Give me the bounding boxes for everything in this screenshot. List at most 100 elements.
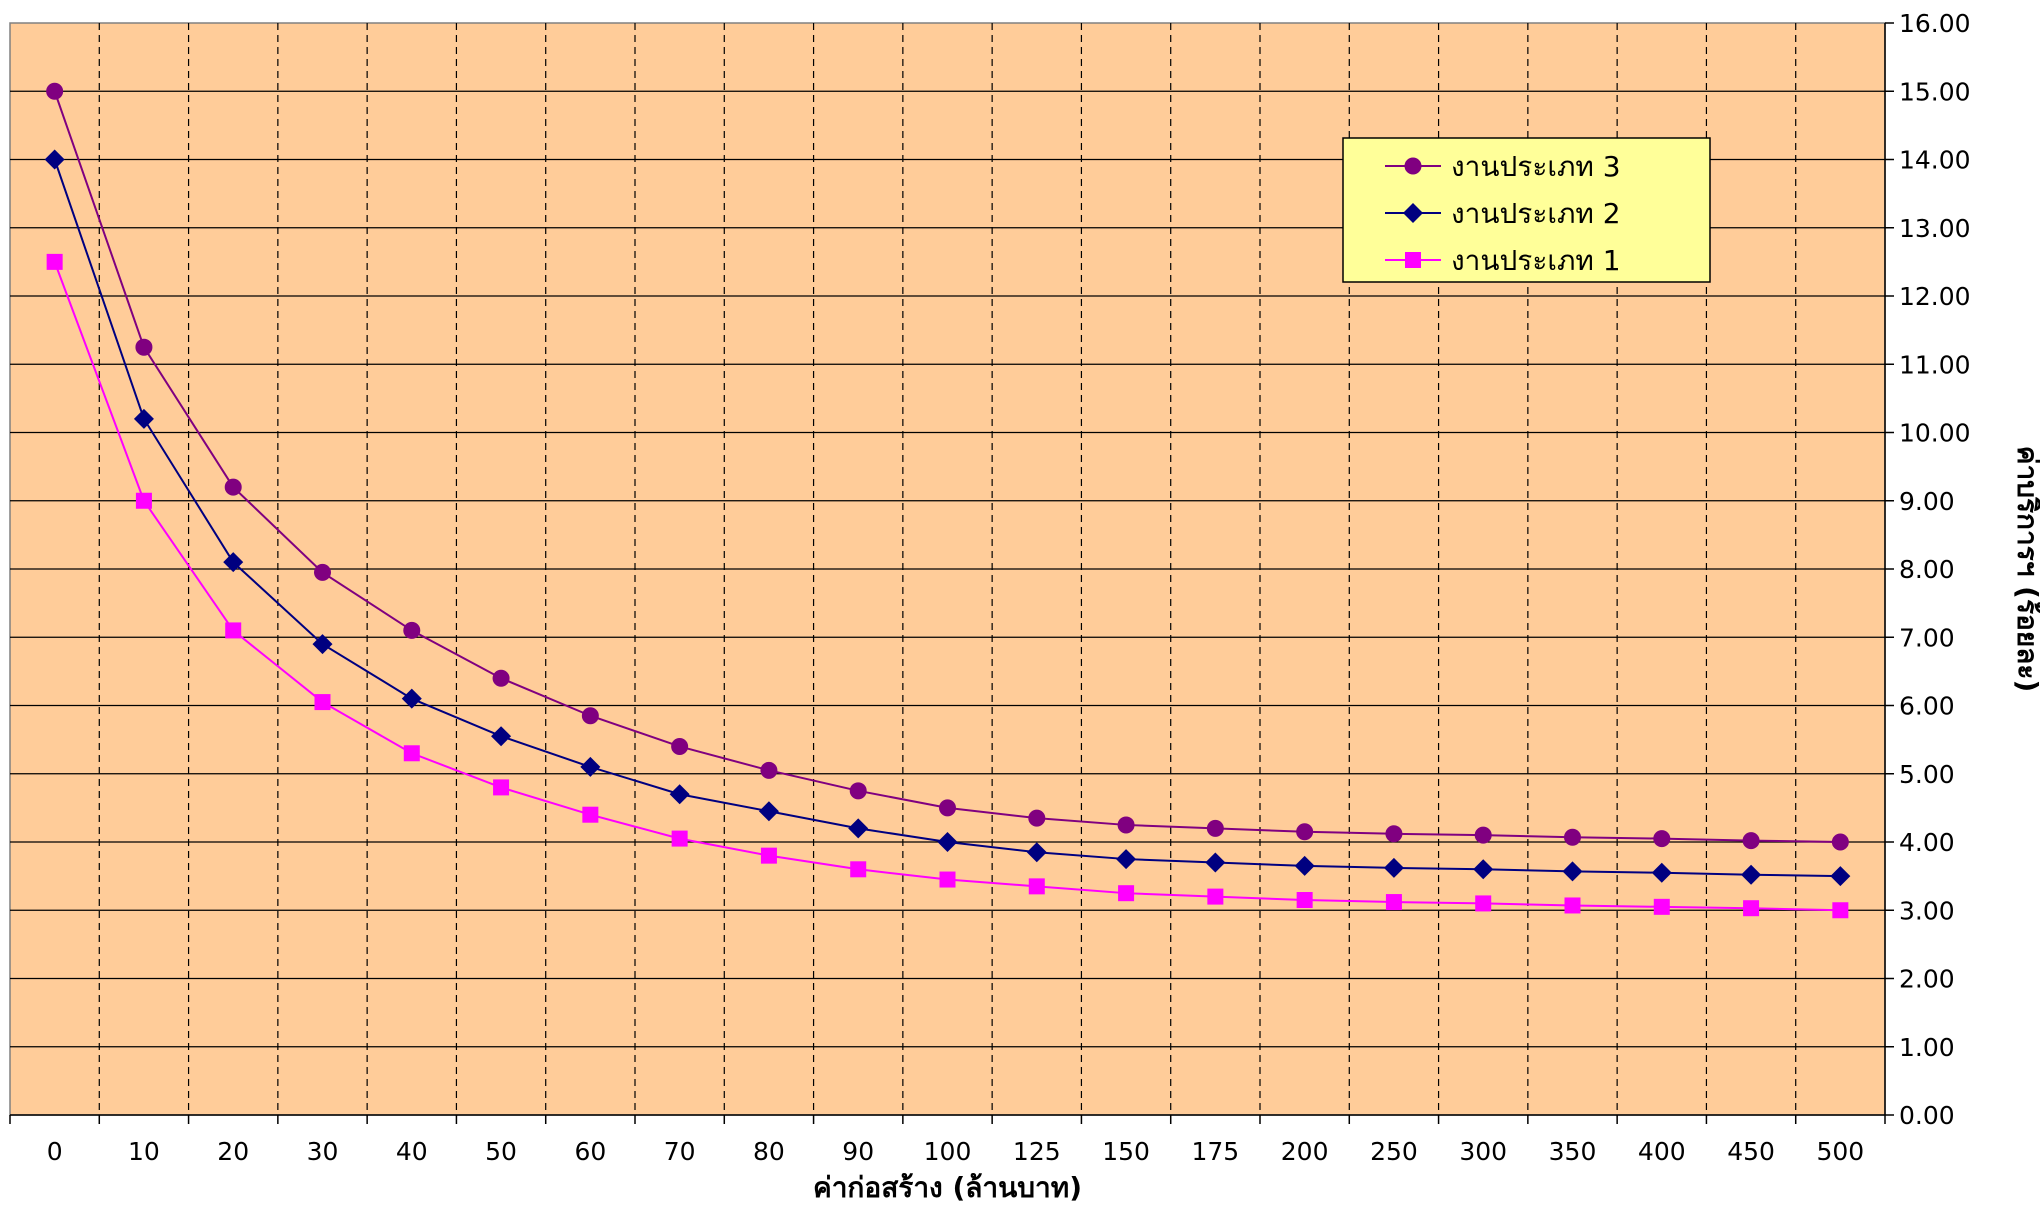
data-point xyxy=(760,847,777,864)
data-point xyxy=(1830,866,1851,887)
data-point xyxy=(1385,825,1403,843)
legend-label: งานประเภท 1 xyxy=(1451,244,1621,277)
data-point xyxy=(1742,832,1760,850)
legend-label: งานประเภท 3 xyxy=(1451,150,1621,183)
y-tick-label: 11.00 xyxy=(1899,350,1971,379)
data-point xyxy=(671,830,688,847)
data-point xyxy=(1116,849,1137,870)
data-point xyxy=(1564,897,1581,914)
x-tick-label: 0 xyxy=(47,1137,63,1166)
data-point xyxy=(849,782,867,800)
data-point xyxy=(46,82,64,100)
x-tick-label: 200 xyxy=(1281,1137,1329,1166)
data-point xyxy=(1564,828,1581,846)
legend-item: งานประเภท 1 xyxy=(1385,244,1621,277)
data-point xyxy=(1205,852,1226,873)
data-point xyxy=(580,756,601,777)
data-point xyxy=(1296,823,1314,841)
x-tick-label: 40 xyxy=(396,1137,428,1166)
data-point xyxy=(939,871,956,888)
data-point xyxy=(1473,859,1494,880)
x-tick-label: 350 xyxy=(1549,1137,1597,1166)
y-tick-label: 13.00 xyxy=(1899,214,1971,243)
data-point xyxy=(492,669,510,687)
data-point xyxy=(1206,819,1224,837)
x-tick-label: 10 xyxy=(128,1137,160,1166)
data-point xyxy=(760,761,778,779)
data-point xyxy=(1562,861,1583,882)
data-point xyxy=(669,784,690,805)
data-point xyxy=(1832,902,1849,919)
data-point xyxy=(1026,842,1047,863)
data-point xyxy=(135,492,152,509)
data-point xyxy=(493,779,510,796)
y-tick-label: 1.00 xyxy=(1899,1033,1955,1062)
data-point xyxy=(224,478,242,496)
data-point xyxy=(401,688,422,709)
y-tick-label: 6.00 xyxy=(1899,692,1955,721)
data-point xyxy=(1743,900,1760,917)
y-tick-label: 7.00 xyxy=(1899,623,1955,652)
x-tick-label: 20 xyxy=(217,1137,249,1166)
x-tick-label: 500 xyxy=(1816,1137,1864,1166)
data-point xyxy=(581,707,599,725)
data-point xyxy=(1653,898,1670,915)
data-point xyxy=(1405,252,1421,268)
x-tick-label: 50 xyxy=(485,1137,517,1166)
x-tick-label: 450 xyxy=(1727,1137,1775,1166)
data-point xyxy=(44,149,65,170)
data-point xyxy=(758,801,779,822)
data-point xyxy=(403,745,420,762)
y-tick-label: 14.00 xyxy=(1899,146,1971,175)
data-point xyxy=(1117,816,1135,834)
y-tick-label: 10.00 xyxy=(1899,419,1971,448)
x-axis-title: ค่าก่อสร้าง (ล้านบาท) xyxy=(813,1171,1082,1204)
x-tick-label: 125 xyxy=(1013,1137,1061,1166)
series xyxy=(44,149,1851,887)
data-point xyxy=(135,338,153,356)
data-point xyxy=(1831,833,1849,851)
x-tick-label: 90 xyxy=(842,1137,874,1166)
x-tick-label: 70 xyxy=(664,1137,696,1166)
data-point xyxy=(850,861,867,878)
legend-item: งานประเภท 2 xyxy=(1385,197,1621,230)
data-point xyxy=(491,726,512,747)
data-point xyxy=(314,694,331,711)
y-tick-label: 3.00 xyxy=(1899,896,1955,925)
data-point xyxy=(937,832,958,852)
data-point xyxy=(1028,878,1045,895)
data-point xyxy=(1028,809,1046,827)
data-point xyxy=(223,552,244,573)
data-point xyxy=(312,634,333,655)
data-point xyxy=(671,737,689,755)
x-tick-label: 30 xyxy=(307,1137,339,1166)
data-point xyxy=(1118,885,1135,902)
data-point xyxy=(1741,864,1762,885)
y-tick-label: 5.00 xyxy=(1899,760,1955,789)
y-tick-label: 9.00 xyxy=(1899,487,1955,516)
data-point xyxy=(1383,857,1404,878)
y-tick-label: 2.00 xyxy=(1899,965,1955,994)
data-point xyxy=(848,818,869,839)
y-tick-label: 15.00 xyxy=(1899,77,1971,106)
data-point xyxy=(403,621,421,639)
y-tick-label: 16.00 xyxy=(1899,9,1971,38)
y-tick-label: 0.00 xyxy=(1899,1101,1955,1130)
series xyxy=(46,82,1849,851)
x-tick-label: 400 xyxy=(1638,1137,1686,1166)
x-tick-label: 100 xyxy=(924,1137,972,1166)
data-point xyxy=(133,408,154,429)
data-point xyxy=(1385,894,1402,911)
y-tick-label: 4.00 xyxy=(1899,828,1955,857)
data-point xyxy=(1207,888,1224,905)
data-point xyxy=(46,253,63,270)
data-point xyxy=(225,622,242,639)
x-tick-label: 175 xyxy=(1191,1137,1239,1166)
series xyxy=(46,253,1849,919)
y-tick-label: 8.00 xyxy=(1899,555,1955,584)
legend: งานประเภท 3 งานประเภท 2 งานประเภท 1 xyxy=(1342,137,1711,283)
data-point xyxy=(1294,855,1315,876)
legend-item: งานประเภท 3 xyxy=(1385,150,1621,183)
series-layer xyxy=(44,82,1851,919)
x-tick-label: 250 xyxy=(1370,1137,1418,1166)
